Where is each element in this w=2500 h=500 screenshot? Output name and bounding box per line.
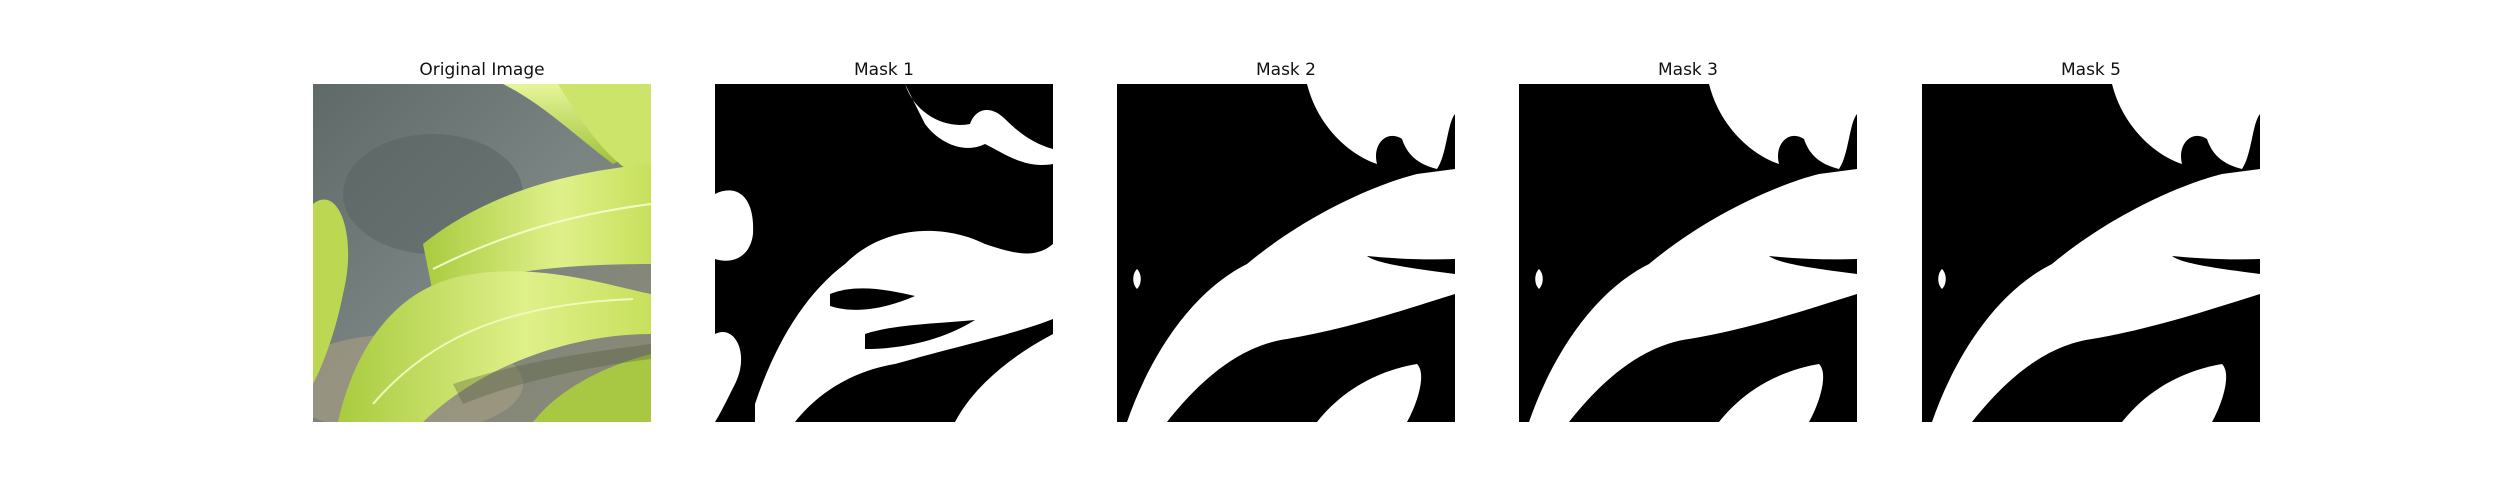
mask-3-image	[1519, 84, 1857, 422]
mask-2-image	[1117, 84, 1455, 422]
original-image-title: Original Image	[419, 60, 545, 80]
mask-5-title: Mask 5	[2060, 60, 2121, 80]
mask-3-title: Mask 3	[1657, 60, 1718, 80]
original-image	[313, 84, 651, 422]
mask-1-title: Mask 1	[853, 60, 914, 80]
mask-1-image	[715, 84, 1053, 422]
mask-2-title: Mask 2	[1255, 60, 1316, 80]
mask-5-image	[1922, 84, 2260, 422]
